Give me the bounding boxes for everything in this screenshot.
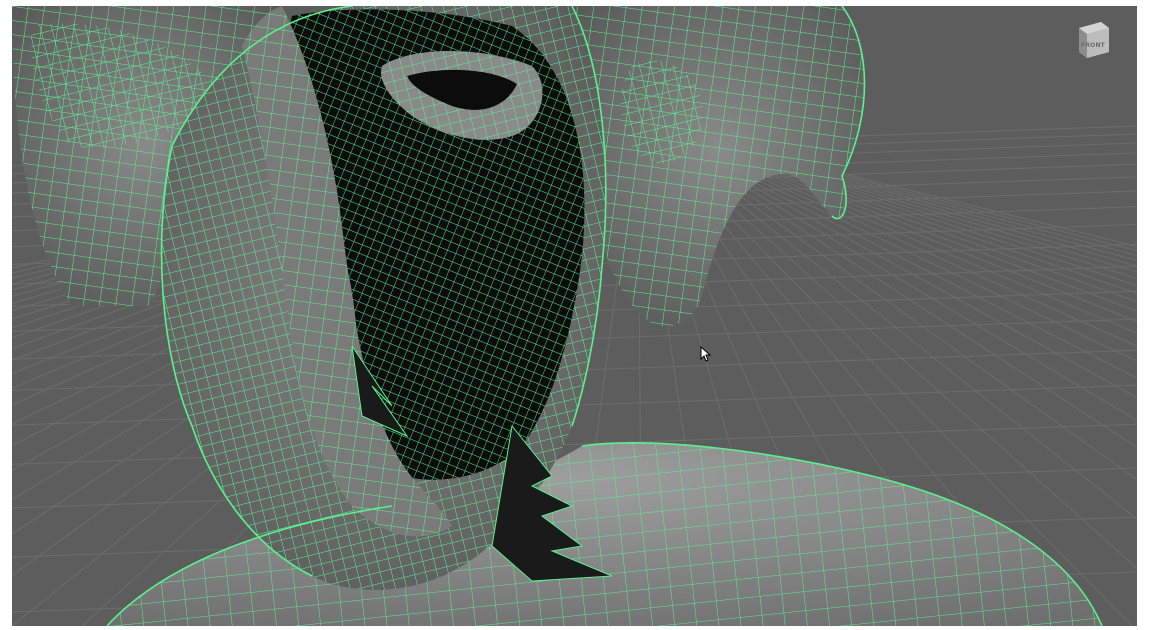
grid-line [697, 165, 1137, 481]
grid-line [751, 165, 1137, 312]
grid-line [727, 165, 1137, 362]
grid-line [685, 165, 1137, 569]
view-cube-icon [1079, 22, 1109, 58]
view-cube[interactable]: FRONT [1073, 16, 1113, 60]
neck-artifact-mesh [351, 345, 613, 582]
3d-viewport[interactable]: FRONT [12, 6, 1137, 626]
grid-line [763, 165, 1137, 294]
grid-line [805, 165, 1137, 252]
grid-line [775, 165, 1137, 280]
mouse-pointer-icon [700, 345, 712, 362]
grid-line [703, 165, 1137, 448]
grid-line [721, 165, 1137, 379]
grid-line [787, 165, 1137, 267]
grid-line [733, 165, 1137, 347]
grid-line [811, 165, 1137, 247]
eye-loop-mesh [381, 51, 543, 140]
grid-line [769, 165, 1137, 287]
grid-line [679, 165, 1133, 626]
right-ear-mesh [572, 6, 865, 327]
grid-line [799, 165, 1137, 257]
grid-line [757, 165, 1137, 303]
grid-line [691, 165, 1137, 520]
grid-line [12, 423, 1137, 465]
grid-line [745, 165, 1137, 323]
grid-line [793, 165, 1137, 262]
viewport-scene[interactable] [12, 6, 1137, 626]
view-cube-label: FRONT [1081, 42, 1105, 49]
cheek-strand-mesh [242, 6, 452, 537]
grid-line [781, 165, 1137, 273]
grid-line [709, 165, 1137, 422]
grid-line [739, 165, 1137, 334]
mesh-outlines [106, 6, 1103, 626]
grid-line [715, 165, 1137, 399]
